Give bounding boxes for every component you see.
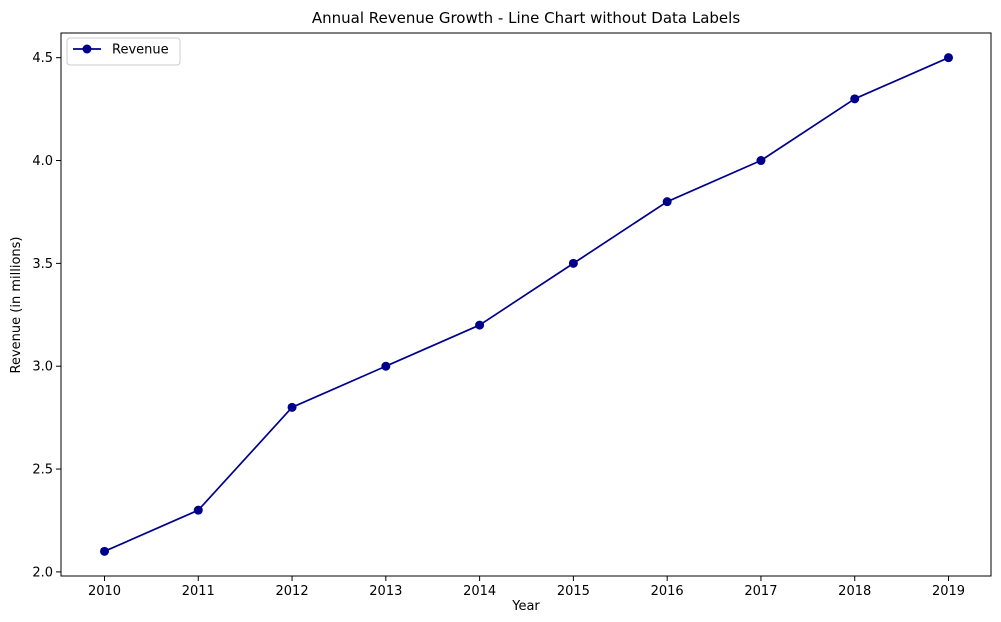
y-tick-label: 3.5 — [32, 257, 53, 272]
data-point-marker — [850, 94, 860, 104]
y-axis: 2.0 2.5 3.0 3.5 4.0 4.5 — [32, 51, 61, 580]
x-axis: 2010 2011 2012 2013 2014 2015 2016 2017 2018 2019 — [88, 576, 965, 599]
x-tick-label: 2011 — [182, 584, 215, 599]
x-tick-label: 2014 — [463, 584, 496, 599]
legend-label: Revenue — [112, 43, 169, 58]
y-tick-label: 3.0 — [32, 360, 53, 375]
series-line-revenue — [104, 56, 949, 553]
x-tick-label: 2013 — [369, 584, 402, 599]
data-point-marker — [662, 197, 672, 207]
data-point-marker — [287, 402, 297, 412]
data-point-marker — [475, 320, 485, 330]
y-axis-label: Revenue (in millions) — [9, 237, 24, 374]
legend-marker-swatch — [82, 44, 92, 54]
legend-frame — [66, 37, 181, 66]
legend: Revenue — [66, 37, 181, 66]
y-tick-label: 4.0 — [32, 154, 53, 169]
data-point-marker — [193, 505, 203, 515]
x-tick-label: 2012 — [276, 584, 309, 599]
y-tick-label: 4.5 — [32, 51, 53, 66]
data-point-marker — [756, 156, 766, 166]
data-point-marker — [568, 258, 578, 268]
y-tick-label: 2.5 — [32, 463, 53, 478]
x-tick-label: 2019 — [932, 584, 965, 599]
x-tick-label: 2010 — [88, 584, 121, 599]
plot-area — [60, 32, 992, 577]
data-point-marker — [381, 361, 391, 371]
data-point-marker — [100, 546, 109, 556]
x-tick-label: 2018 — [838, 584, 871, 599]
x-tick-label: 2016 — [651, 584, 684, 599]
x-tick-label: 2015 — [557, 584, 590, 599]
chart-title: Annual Revenue Growth - Line Chart witho… — [312, 9, 740, 27]
x-tick-label: 2017 — [744, 584, 777, 599]
data-point-marker — [944, 53, 953, 63]
series-layer — [100, 53, 953, 556]
x-axis-label: Year — [511, 599, 540, 614]
y-tick-label: 2.0 — [32, 565, 53, 580]
